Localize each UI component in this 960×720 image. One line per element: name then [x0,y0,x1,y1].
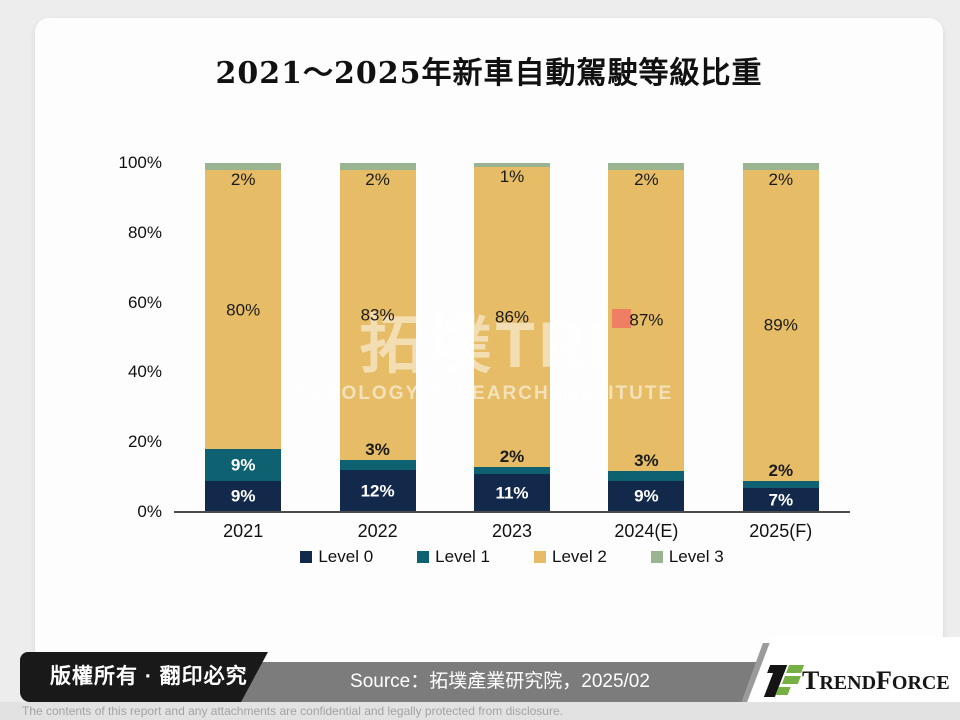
logo-green-bar-mid [781,676,801,684]
chart-title: 2021～2025年新車自動駕駛等級比重 [215,56,763,91]
chart-legend: Level 0 Level 1 Level 2 Level 3 [176,547,848,567]
legend-item-level3: Level 3 [650,547,724,567]
value-label-level3-2023: 1% [499,166,525,186]
value-label-level0-2022: 12% [360,481,395,501]
segment-level0-2024(E) [608,480,685,512]
value-label-level2-2023: 86% [494,307,530,327]
bar-2025(F): 7% 2% 89% 2% [742,163,819,512]
wordmark-t: T [802,666,820,695]
x-label-2025(F): 2025(F) [749,521,813,541]
x-axis-line [174,511,850,513]
bar-2024(E): 9% 3% 87% 2% [608,163,685,512]
segment-level3-2024(E) [608,163,685,170]
value-label-level0-2025(F): 7% [768,490,794,510]
bar-2021: 9% 9% 80% 2% [205,163,282,512]
segment-level1-2024(E) [608,470,685,481]
legend-swatch [417,551,430,563]
value-label-level1-2025(F): 2% [768,460,794,480]
y-tick-20: 20% [127,432,162,452]
y-tick-80: 80% [127,222,162,242]
segment-level2-2023 [474,166,550,467]
segment-level0-2023 [474,473,550,512]
y-tick-100: 100% [118,153,162,172]
value-label-level3-2022: 2% [365,169,390,189]
wordmark-rend: REND [819,672,877,694]
value-label-level2-2024(E): 87% [629,310,664,330]
legend-item-level0: Level 0 [300,547,373,567]
segment-level3-2023 [474,163,550,167]
legend-swatch [300,551,313,563]
value-label-level2-2025(F): 89% [763,315,798,335]
trendforce-wordmark: TRENDFORCE [802,664,950,698]
value-label-level0-2021: 9% [230,486,256,506]
legend-label: Level 1 [435,547,490,566]
segment-level1-2021 [205,449,282,481]
legend-label: Level 2 [552,547,607,566]
highlight-marker [612,309,631,328]
segment-level3-2025(F) [742,163,819,170]
legend-item-level1: Level 1 [417,547,490,567]
segment-level0-2022 [339,470,416,512]
legend-label: Level 0 [318,547,374,566]
bar-2022: 12% 3% 83% 2% [339,163,416,512]
segment-level2-2021 [205,170,282,450]
segment-level2-2022 [339,170,416,460]
value-label-level2-2021: 80% [226,300,261,320]
x-axis-labels: 2021 2022 2023 2024(E) 2025(F) [176,521,848,543]
x-label-2024(E): 2024(E) [614,521,679,541]
logo-green-bar-bottom [775,687,791,695]
segment-level0-2021 [205,480,282,512]
segment-level1-2022 [339,459,416,471]
value-label-level3-2025(F): 2% [768,169,794,189]
value-label-level3-2024(E): 2% [634,169,659,189]
legend-swatch [650,551,663,563]
value-label-level1-2023: 2% [499,446,525,466]
segment-level0-2025(F) [742,487,819,512]
wordmark-orce: ORCE [891,672,950,694]
segment-level1-2025(F) [742,480,819,488]
x-label-2022: 2022 [357,521,398,541]
disclaimer-text: The contents of this report and any atta… [0,702,960,720]
bar-2023: 11% 2% 86% 1% [474,163,550,512]
y-tick-60: 60% [127,292,162,312]
segment-level3-2022 [339,163,416,170]
source-text: Source：拓墣產業研究院，2025/02 [350,671,650,692]
segment-level2-2025(F) [742,169,819,481]
y-axis: 0% 20% 40% 60% 80% 100% [92,153,162,521]
value-label-level0-2023: 11% [495,483,529,503]
x-label-2023: 2023 [491,521,533,541]
legend-label: Level 3 [668,547,724,566]
segment-level3-2021 [205,163,282,170]
y-tick-0: 0% [137,502,162,521]
value-label-level2-2022: 83% [360,305,395,325]
value-label-level0-2024(E): 9% [634,486,659,506]
wordmark-f: F [876,666,892,695]
legend-item-level2: Level 2 [534,547,607,567]
value-label-level3-2021: 2% [230,169,256,189]
legend-swatch [534,551,546,563]
copyright-text: 版權所有 · 翻印必究 [50,665,248,688]
y-tick-40: 40% [127,362,162,382]
x-label-2021: 2021 [223,521,264,541]
copyright-ribbon: 版權所有 · 翻印必究 [20,652,268,702]
stacked-bar-plot: 9% 9% 80% 2% 12% 3% 83% 2% 11% 2% 86% 1% 9% 3% 87% 2% 7%… [176,163,848,512]
value-label-level1-2021: 9% [230,455,256,475]
value-label-level1-2024(E): 3% [634,450,659,470]
value-label-level1-2022: 3% [365,439,390,459]
segment-level1-2023 [474,466,550,474]
